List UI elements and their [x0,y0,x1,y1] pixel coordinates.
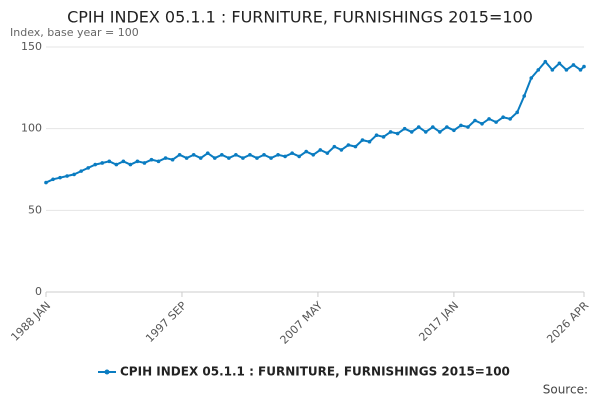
data-point [262,153,266,157]
data-point [445,125,449,129]
y-tick-label: 0 [35,285,42,298]
chart-title: CPIH INDEX 05.1.1 : FURNITURE, FURNISHIN… [67,8,533,27]
data-point [508,117,512,121]
data-point [543,59,548,64]
data-point [353,144,358,149]
data-point [550,68,555,72]
data-point [177,153,182,157]
data-point [149,157,154,162]
data-point [241,156,245,160]
data-point [332,144,337,149]
data-point [515,110,519,115]
data-point [248,153,252,157]
data-point [480,121,484,126]
data-point [374,133,379,137]
data-point [395,131,400,136]
y-tick-label: 50 [28,203,42,216]
data-point [100,161,105,165]
data-point [466,125,470,129]
data-point [276,153,280,157]
data-point [283,154,287,159]
data-point [86,166,90,170]
data-point [381,135,386,139]
data-point [318,148,323,152]
data-point [423,130,428,134]
data-point [473,118,477,123]
data-point [191,153,196,157]
x-tick-label: 2007 MAY [278,299,326,347]
data-point [234,153,238,157]
data-point [212,156,217,160]
data-point [51,177,55,182]
data-point [121,159,126,164]
legend-marker [104,369,110,375]
data-point [198,156,203,160]
data-point [44,180,48,185]
data-point [360,138,365,142]
data-point [459,123,463,128]
data-point [135,159,140,164]
data-point [564,68,569,72]
data-point [114,162,119,167]
data-point [571,63,576,67]
data-point [409,130,414,134]
x-tick-label: 1997 SEP [143,299,189,345]
data-point [269,156,273,160]
data-point [367,139,372,144]
source-label: Source: [543,383,588,397]
data-point [388,130,393,134]
legend-label: CPIH INDEX 05.1.1 : FURNITURE, FURNISHIN… [120,365,510,379]
data-point [438,130,442,134]
data-point [578,68,583,72]
data-point [339,148,344,152]
data-point [522,94,527,98]
data-point [227,156,231,160]
data-point [163,156,168,160]
data-point [255,156,259,160]
data-point [325,151,330,155]
data-point [487,117,491,121]
data-point [184,156,189,160]
data-point [494,120,498,124]
data-point [501,115,505,120]
data-point [156,159,161,164]
data-point [430,125,435,129]
data-point [65,174,69,178]
data-point [452,128,456,133]
data-point [170,157,175,162]
data-point [304,149,309,154]
data-point [416,125,421,129]
data-point [346,143,351,147]
data-point [220,153,224,157]
data-point [79,169,83,173]
data-point [205,151,210,155]
data-point [107,159,112,164]
data-point [142,161,147,165]
y-tick-label: 100 [21,122,42,135]
data-point [582,64,586,69]
x-tick-label: 2026 APR [544,299,591,346]
data-point [290,151,294,155]
x-tick-label: 2017 JAN [416,299,461,344]
data-point [72,172,76,177]
data-point [311,153,316,157]
data-point [128,162,133,167]
data-point [402,126,407,131]
data-point [93,162,98,167]
y-tick-label: 150 [21,40,42,53]
chart-subtitle: Index, base year = 100 [10,26,139,39]
data-point [297,154,301,159]
data-point [58,175,62,180]
data-point [557,61,562,66]
data-point [536,68,541,72]
data-line [45,60,585,184]
x-tick-label: 1988 JAN [8,299,53,344]
data-point [529,76,534,80]
